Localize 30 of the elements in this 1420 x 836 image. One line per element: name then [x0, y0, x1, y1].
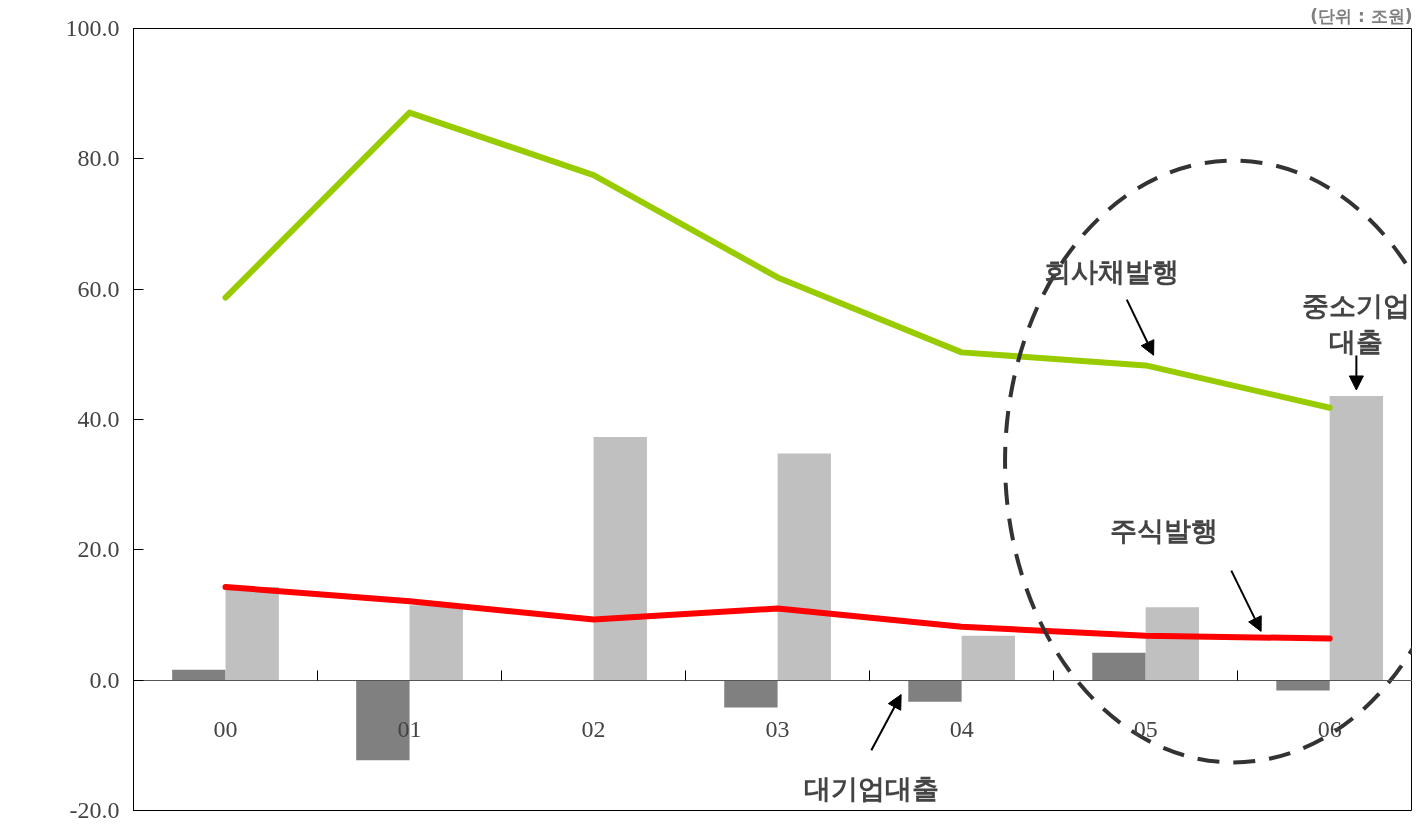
bar [961, 635, 1015, 681]
bar [409, 605, 463, 681]
y-tick-label: 40.0 [77, 406, 120, 432]
bar [777, 453, 831, 681]
bar [1145, 607, 1200, 681]
x-tick-label: 04 [949, 716, 974, 743]
x-tick-label: 06 [1317, 716, 1342, 743]
bar [225, 586, 279, 681]
bar [1092, 652, 1146, 681]
y-tick-label: 20.0 [77, 536, 120, 563]
text: 주식발행 [1109, 514, 1218, 546]
bar [908, 680, 962, 702]
text: 대기업대출 [803, 773, 939, 805]
y-tick-label: 80.0 [77, 145, 120, 172]
y-tick-label: -20.0 [69, 797, 120, 823]
bar [1276, 680, 1330, 691]
bar [172, 669, 226, 681]
x-tick-label: 02 [581, 716, 606, 743]
y-tick-label: 0.0 [89, 666, 120, 693]
x-tick-label: 00 [213, 716, 238, 743]
x-tick-label: 05 [1133, 716, 1158, 743]
y-tick-label: 100.0 [65, 15, 120, 41]
x-tick-label: 03 [765, 716, 790, 743]
bar [593, 437, 647, 681]
bar [724, 680, 778, 708]
series-label: 중소기업 대출 [1302, 289, 1411, 357]
text: 회사채발행 [1044, 255, 1180, 287]
bar [1329, 396, 1384, 681]
text: (단위 : 조원) [1310, 5, 1413, 26]
y-tick-label: 60.0 [77, 275, 120, 302]
